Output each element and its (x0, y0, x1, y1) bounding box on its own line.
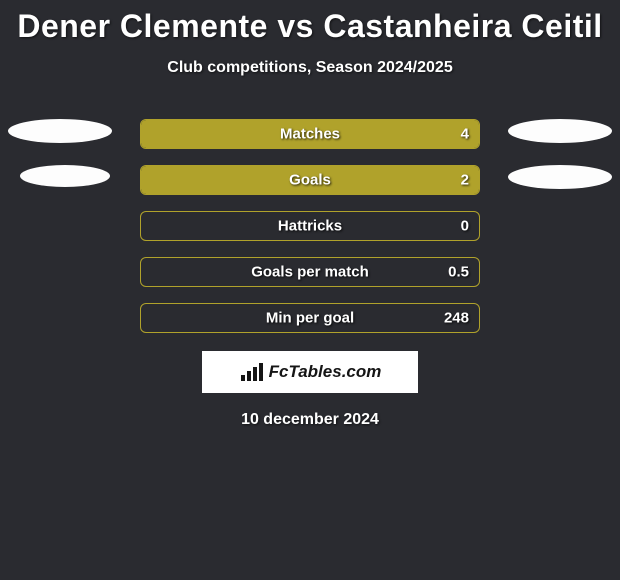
right-avatar-column (508, 119, 612, 211)
stat-label: Hattricks (278, 218, 342, 235)
stat-row: Goals 2 (140, 165, 480, 195)
footer-brand-text: FcTables.com (269, 362, 382, 382)
footer-brand-badge[interactable]: FcTables.com (202, 351, 418, 393)
page-title: Dener Clemente vs Castanheira Ceitil (0, 0, 620, 45)
stat-value: 4 (461, 126, 469, 143)
subtitle: Club competitions, Season 2024/2025 (0, 59, 620, 77)
stat-label: Goals per match (251, 264, 369, 281)
stat-label: Min per goal (266, 310, 354, 327)
stat-label: Goals (289, 172, 331, 189)
avatar-placeholder (20, 165, 110, 187)
left-avatar-column (8, 119, 112, 209)
avatar-placeholder (8, 119, 112, 143)
stat-row: Goals per match 0.5 (140, 257, 480, 287)
stat-value: 248 (444, 310, 469, 327)
footer-date: 10 december 2024 (0, 411, 620, 429)
stat-row: Matches 4 (140, 119, 480, 149)
stat-label: Matches (280, 126, 340, 143)
avatar-placeholder (508, 119, 612, 143)
avatar-placeholder (508, 165, 612, 189)
stat-row: Min per goal 248 (140, 303, 480, 333)
stat-row: Hattricks 0 (140, 211, 480, 241)
stat-value: 0 (461, 218, 469, 235)
bar-chart-icon (239, 361, 265, 383)
stats-area: Matches 4 Goals 2 Hattricks 0 Goals per … (0, 119, 620, 333)
stat-value: 0.5 (448, 264, 469, 281)
stat-value: 2 (461, 172, 469, 189)
